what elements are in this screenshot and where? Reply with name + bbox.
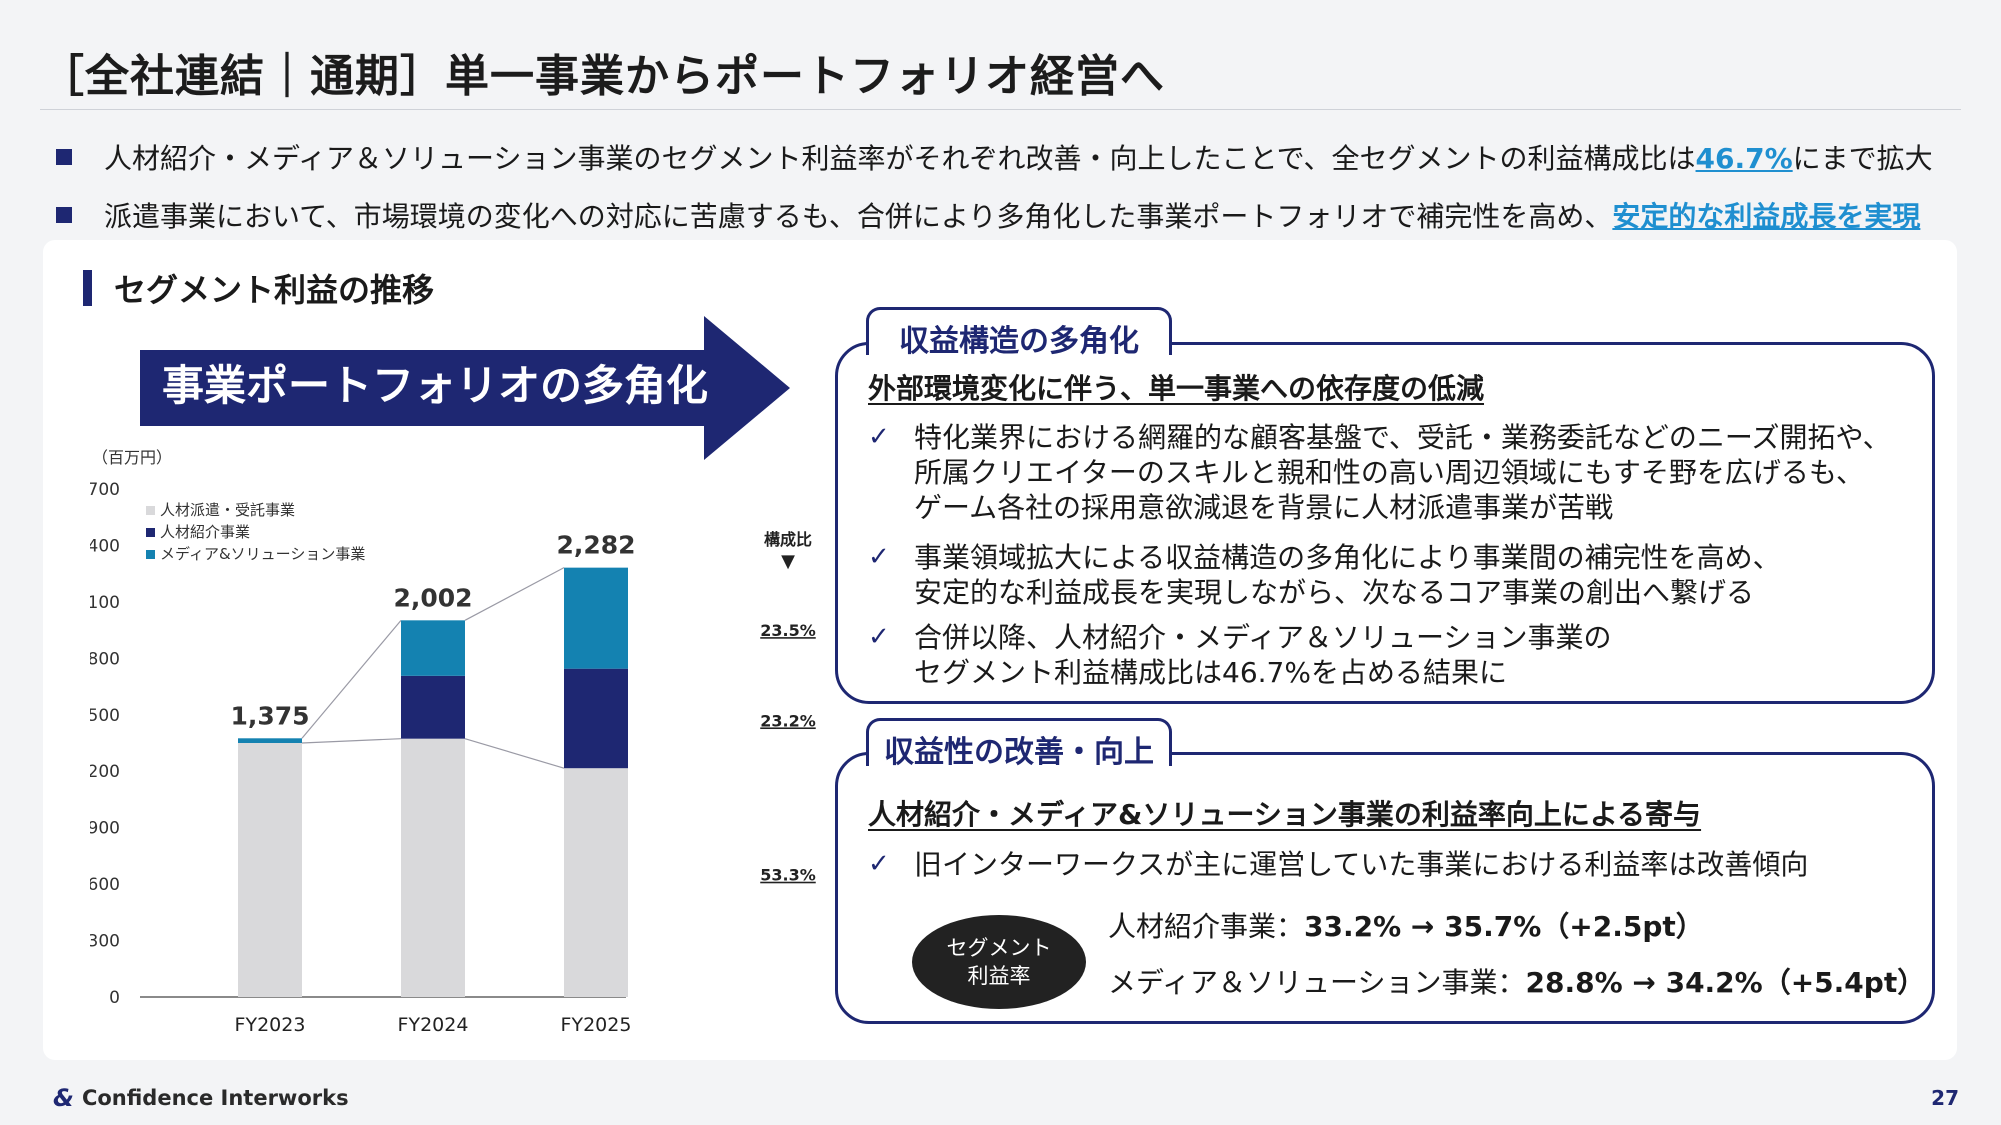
rate-label: メディア＆ソリューション事業： <box>1108 966 1526 999</box>
bar-segment <box>238 743 302 997</box>
logo-mark-icon: & <box>53 1084 74 1112</box>
bar-segment <box>401 620 465 676</box>
diversification-badge: 収益構造の多角化 <box>866 307 1172 359</box>
diversification-heading: 外部環境変化に伴う、単一事業への依存度の低減 <box>868 372 1485 405</box>
check-item-line: 安定的な利益成長を実現しながら、次なるコア事業の創出へ繋げる <box>914 576 1755 609</box>
page-number: 27 <box>1931 1086 1959 1110</box>
rate-value: 33.2% → 35.7%（+2.5pt） <box>1304 910 1704 943</box>
title-divider <box>40 109 1961 110</box>
rate-label: 人材紹介事業： <box>1108 910 1305 943</box>
segment-profit-chart: （百万円） 0 300 600 900 1,200 1,500 1,800 2,100 2,400… <box>90 448 816 1036</box>
check-icon: ✓ <box>868 849 890 879</box>
x-tick-label: FY2025 <box>561 1014 632 1036</box>
square-bullet-icon <box>56 149 72 165</box>
oval-line: セグメント <box>946 936 1052 960</box>
check-item-text: 旧インターワークスが主に運営していた事業における利益率は改善傾向 <box>914 848 1809 881</box>
bar-segment <box>401 675 465 739</box>
y-tick-label: 1,500 <box>90 706 120 726</box>
bullet-text: 人材紹介・メディア＆ソリューション事業のセグメント利益率がそれぞれ改善・向上した… <box>104 137 1933 177</box>
y-tick-label: 2,700 <box>90 480 120 500</box>
check-icon: ✓ <box>868 422 890 452</box>
bullet-highlight: 46.7% <box>1695 142 1793 175</box>
arrow-shape <box>140 316 790 460</box>
arrow-label: 事業ポートフォリオの多角化 <box>161 361 708 410</box>
legend-label: 人材紹介事業 <box>160 523 250 541</box>
y-tick-label: 1,200 <box>90 762 120 782</box>
composition-marker-icon: ▼ <box>781 551 795 572</box>
legend-swatch <box>146 550 155 559</box>
bullet-text-pre: 人材紹介・メディア＆ソリューション事業のセグメント利益率がそれぞれ改善・向上した… <box>104 142 1696 175</box>
legend-label: 人材派遣・受託事業 <box>160 501 295 519</box>
x-tick-label: FY2024 <box>398 1014 469 1036</box>
bullet-text-post: にまで拡大 <box>1792 142 1933 175</box>
check-item-line: ゲーム各社の採用意欲減退を背景に人材派遣事業が苦戦 <box>914 491 1614 524</box>
rate-line-recruitment: 人材紹介事業：33.2% → 35.7%（+2.5pt） <box>1108 905 1704 945</box>
bullet-item: 派遣事業において、市場環境の変化への対応に苦慮するも、合併により多角化した事業ポ… <box>50 186 1970 244</box>
check-item-line: 所属クリエイターのスキルと親和性の高い周辺領域にもすそ野を広げるも、 <box>914 456 1865 489</box>
check-item-line: セグメント利益構成比は46.7%を占める結果に <box>914 656 1507 689</box>
profitability-heading: 人材紹介・メディア&ソリューション事業の利益率向上による寄与 <box>868 798 1702 831</box>
profitability-badge: 収益性の改善・向上 <box>866 718 1172 770</box>
y-tick-label: 900 <box>90 819 120 839</box>
check-item-line: 特化業界における網羅的な顧客基盤で、受託・業務委託などのニーズ開拓や、 <box>914 421 1891 454</box>
composition-label: 23.2% <box>760 711 816 730</box>
total-connector-line <box>464 567 565 621</box>
section-bar-icon <box>83 270 92 306</box>
summary-bullets: 人材紹介・メディア＆ソリューション事業のセグメント利益率がそれぞれ改善・向上した… <box>50 128 1970 244</box>
check-item-line: 事業領域拡大による収益構造の多角化により事業間の補完性を高め、 <box>914 541 1781 574</box>
square-bullet-icon <box>56 207 72 223</box>
bar-segment <box>564 668 628 769</box>
bar-total-label: 2,282 <box>556 531 635 560</box>
bullet-item: 人材紹介・メディア＆ソリューション事業のセグメント利益率がそれぞれ改善・向上した… <box>50 128 1970 186</box>
section-title: セグメント利益の推移 <box>83 265 434 311</box>
diversification-box <box>835 342 1935 704</box>
base-connector-line <box>464 738 565 769</box>
check-item-line: 合併以降、人材紹介・メディア＆ソリューション事業の <box>914 621 1612 654</box>
legend-swatch <box>146 528 155 537</box>
rate-value: 28.8% → 34.2%（+5.4pt） <box>1525 966 1926 999</box>
y-tick-label: 600 <box>90 875 120 895</box>
check-icon: ✓ <box>868 622 890 652</box>
y-axis-unit: （百万円） <box>92 448 172 467</box>
composition-title: 構成比 <box>764 530 812 549</box>
check-icon: ✓ <box>868 542 890 572</box>
composition-label: 23.5% <box>760 621 816 640</box>
bar-total-label: 1,375 <box>230 701 309 730</box>
page-title: ［全社連結｜通期］単一事業からポートフォリオ経営へ <box>40 51 1165 102</box>
y-tick-label: 2,100 <box>90 593 120 613</box>
y-tick-label: 2,400 <box>90 536 120 556</box>
x-tick-label: FY2023 <box>235 1014 306 1036</box>
check-item-text: 事業領域拡大による収益構造の多角化により事業間の補完性を高め、 安定的な利益成長… <box>914 540 1781 610</box>
bar-segment <box>238 738 302 743</box>
company-logo: & Confidence Interworks <box>53 1084 349 1112</box>
bar-total-label: 2,002 <box>393 583 472 612</box>
company-name: Confidence Interworks <box>81 1086 349 1110</box>
total-connector-line <box>301 619 402 739</box>
bullet-text-pre: 派遣事業において、市場環境の変化への対応に苦慮するも、合併により多角化した事業ポ… <box>104 200 1613 233</box>
composition-label: 53.3% <box>760 866 816 885</box>
rate-line-media: メディア＆ソリューション事業：28.8% → 34.2%（+5.4pt） <box>1108 961 1925 1001</box>
legend-swatch <box>146 506 155 515</box>
bullet-text: 派遣事業において、市場環境の変化への対応に苦慮するも、合併により多角化した事業ポ… <box>104 195 1920 235</box>
check-item-text: 合併以降、人材紹介・メディア＆ソリューション事業の セグメント利益構成比は46.… <box>914 620 1611 690</box>
bullet-highlight: 安定的な利益成長を実現 <box>1612 200 1921 233</box>
bar-segment <box>401 738 465 997</box>
base-connector-line <box>301 738 402 744</box>
segment-margin-oval: セグメント 利益率 <box>912 915 1086 1009</box>
bar-segment <box>564 567 628 669</box>
legend-label: メディア&ソリューション事業 <box>160 545 365 563</box>
y-tick-label: 0 <box>109 988 120 1008</box>
oval-line: 利益率 <box>967 964 1031 988</box>
y-tick-label: 300 <box>90 932 120 952</box>
y-tick-label: 1,800 <box>90 649 120 669</box>
check-item-text: 特化業界における網羅的な顧客基盤で、受託・業務委託などのニーズ開拓や、 所属クリ… <box>914 420 1891 525</box>
section-title-text: セグメント利益の推移 <box>114 271 435 309</box>
bar-segment <box>564 768 628 997</box>
